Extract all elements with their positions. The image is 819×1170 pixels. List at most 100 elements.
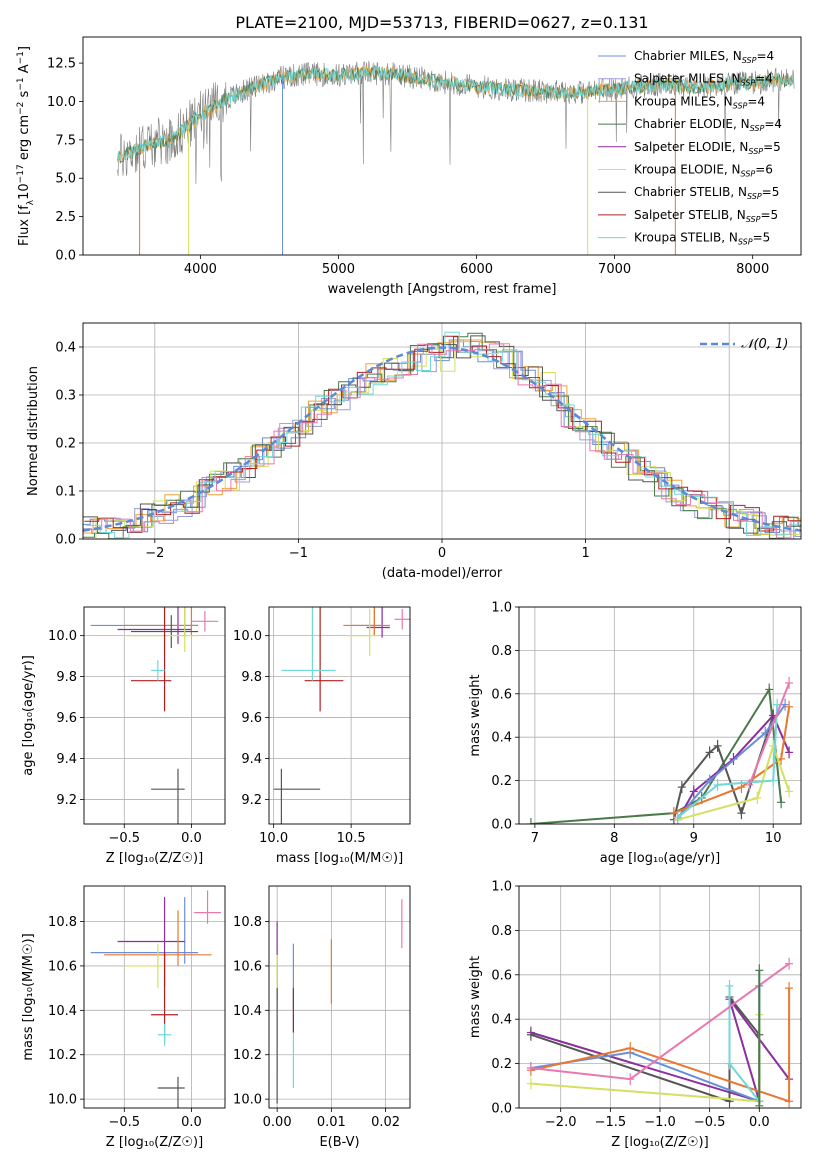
y-tick-label: 1.0 [491,880,512,895]
y-tick-label: 0.3 [55,389,76,404]
y-tick-label: 0.0 [491,1102,512,1117]
x-axis-label: E(B-V) [319,1135,359,1150]
mass-weight-series [677,704,779,819]
legend-label: Kroupa MILES, NSSP=4 [634,94,765,110]
x-tick-label: −1.5 [595,1115,627,1130]
axes-frame [268,606,411,825]
series-lines [526,676,794,824]
histogram-series [87,343,801,539]
ticks: 4000 5000 6000 7000 8000 0.0 2.5 5.0 7.5 10.0 12.5 [47,57,769,277]
axes-frame [83,885,226,1109]
x-tick-label: 0.0 [181,831,202,846]
x-tick-label: −2.0 [545,1115,577,1130]
ticks: −2 −1 0 1 2 0.0 0.1 0.2 0.3 0.4 [55,341,733,562]
y-tick-label: 10.0 [48,1093,77,1108]
legend-label: Chabrier MILES, NSSP=4 [634,49,774,65]
histogram-series [83,340,801,539]
age-vs-mass-panel: 10.0 10.5 9.2 9.4 9.6 9.8 10.0 mass [log₁₀(M/M☉… [233,606,411,866]
y-tick-label: 10.0 [233,629,262,644]
y-tick-label: 10.4 [233,1004,262,1019]
errorbars [273,607,410,824]
age-vs-metallicity-panel: −0.5 0.0 9.2 9.4 9.6 9.8 10.0 Z [log₁₀(Z/Z☉)] ag… [21,606,226,866]
gaussian-curve [83,346,801,532]
x-tick-label: 1 [581,546,589,561]
mass-weight-series [530,988,791,1103]
mass-weight-series [677,742,791,821]
spectrum-panel: 4000 5000 6000 7000 8000 0.0 2.5 5.0 7.5 10.0 12.5… [16,36,802,297]
y-tick-label: 0.8 [491,924,512,939]
ticks: 0.00 0.01 0.02 10.0 10.2 10.4 10.6 10.8 [233,915,400,1130]
y-tick-label: 10.2 [233,1048,262,1063]
grid [84,886,225,1108]
ticks: −0.5 0.0 9.2 9.4 9.6 9.8 10.0 [48,629,202,846]
y-tick-label: 5.0 [55,172,76,187]
y-tick-label: 0.0 [491,818,512,833]
y-tick-label: 9.2 [56,793,77,808]
ticks: 7 8 9 10 0.0 0.2 0.4 0.6 0.8 1.0 [491,601,781,847]
x-tick-label: 10.0 [259,831,288,846]
y-axis-label: mass [log₁₀(M/M☉)] [21,933,36,1060]
x-tick-label: −0.5 [108,1115,140,1130]
y-tick-label: 10.6 [233,959,262,974]
x-tick-label: 8000 [736,262,769,277]
errorbars [90,890,221,1108]
y-tick-label: 10.0 [47,95,76,110]
legend-label: Chabrier ELODIE, NSSP=4 [634,117,782,133]
legend-label: 𝒩(0, 1) [741,337,788,352]
x-axis-label: mass [log₁₀(M/M☉)] [276,851,403,866]
spectrum-lines [117,60,795,255]
ticks: −0.5 0.0 10.0 10.2 10.4 10.6 10.8 [48,915,202,1130]
y-tick-label: 0.8 [491,644,512,659]
y-tick-label: 0.6 [491,687,512,702]
histogram-series [83,339,801,535]
massweight-vs-age-panel: 7 8 9 10 0.0 0.2 0.4 0.6 0.8 1.0 age [log₁₀(age/yr… [468,601,802,866]
x-tick-label: 7000 [598,262,631,277]
y-tick-label: 2.5 [55,210,76,225]
axes-frame [83,606,226,825]
legend-label: Kroupa ELODIE, NSSP=6 [634,163,773,179]
x-tick-label: 4000 [184,262,217,277]
x-axis-label: wavelength [Angstrom, rest frame] [328,282,557,297]
y-tick-label: 0.4 [55,341,76,356]
errorbars [276,899,403,1104]
y-tick-label: 0.4 [491,731,512,746]
y-tick-label: 7.5 [55,133,76,148]
x-tick-label: 10 [765,831,782,846]
mass-weight-series [673,706,791,815]
ticks: −2.0 −1.5 −1.0 −0.5 0.0 0.0 0.2 0.4 0.6 0.8 1.0 [491,880,769,1131]
y-tick-label: 9.6 [56,711,77,726]
grid [269,607,410,824]
histograms [83,331,801,539]
figure-title: PLATE=2100, MJD=53713, FIBERID=0627, z=0… [235,13,648,32]
x-tick-label: 5000 [322,262,355,277]
mass-vs-metallicity-panel: −0.5 0.0 10.0 10.2 10.4 10.6 10.8 Z [log₁₀(Z/Z☉… [21,885,226,1150]
x-tick-label: 0.00 [263,1115,292,1130]
y-tick-label: 9.2 [241,793,262,808]
x-tick-label: −1 [289,546,308,561]
legend-label: Salpeter ELODIE, NSSP=5 [634,140,781,156]
y-tick-label: 0.4 [491,1013,512,1028]
y-tick-label: 0.1 [55,485,76,500]
y-tick-label: 0.0 [55,533,76,548]
y-axis-label: mass weight [468,956,483,1038]
errorbars [90,607,219,824]
axes-frame [518,885,802,1109]
x-axis-label: Z [log₁₀(Z/Z☉)] [106,1135,203,1150]
x-tick-label: −0.5 [108,831,140,846]
y-tick-label: 0.2 [55,437,76,452]
y-tick-label: 9.8 [241,670,262,685]
y-tick-label: 10.8 [48,915,77,930]
y-axis-label: age [log₁₀(age/yr)] [21,655,36,776]
y-axis-label: Flux [fλ10−17 erg cm−2 s−1 A−1] [16,46,36,246]
y-tick-label: 12.5 [47,57,76,72]
grid [84,607,225,824]
spectrum-legend: Chabrier MILES, NSSP=4 Salpeter MILES, NS… [598,49,782,247]
y-tick-label: 10.2 [48,1048,77,1063]
x-tick-label: 0.02 [371,1115,400,1130]
y-axis-label: mass weight [468,674,483,756]
x-tick-label: −2 [145,546,164,561]
x-tick-label: 0.0 [181,1115,202,1130]
y-tick-label: 9.4 [241,752,262,767]
legend-label: Salpeter STELIB, NSSP=5 [634,208,778,224]
